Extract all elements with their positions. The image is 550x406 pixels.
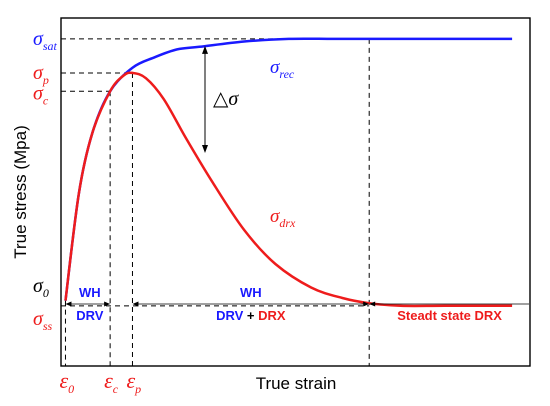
x-symbol-c-sub: c	[113, 382, 119, 396]
region3-label: Steadt state DRX	[397, 308, 502, 323]
region3-arrow-head-left	[369, 301, 376, 307]
delta-sigma-label: △σ	[213, 88, 239, 110]
y-symbol-c: σc	[33, 82, 49, 107]
x-axis-symbols: ε0 εc εp	[59, 368, 141, 396]
region1-label-drv: DRV	[76, 308, 104, 323]
region2-label-drv-drx: DRV + DRX	[216, 308, 286, 323]
y-symbol-ss: σss	[33, 308, 53, 333]
curve-label-rec: σrec	[270, 57, 295, 81]
y-symbol-c-sub: c	[43, 93, 49, 107]
y-symbol-0-sym: σ	[33, 275, 44, 297]
region1-arrow-head-right	[104, 301, 111, 307]
y-symbol-c-sym: σ	[33, 82, 44, 104]
region2-label-wh: WH	[240, 285, 262, 300]
y-symbol-ss-sub: ss	[43, 319, 53, 333]
y-symbol-p-sub: p	[42, 73, 49, 87]
x-symbol-p-sym: ε	[126, 368, 135, 393]
curve-label-rec-sub: rec	[279, 67, 295, 81]
delta-arrow-head-top	[202, 45, 208, 54]
y-axis-title: True stress (Mpa)	[11, 125, 30, 259]
y-symbol-sat: σsat	[33, 28, 58, 53]
plot-frame	[60, 17, 531, 367]
curve-label-rec-sym: σ	[270, 57, 280, 78]
curve-label-drx-sym: σ	[270, 206, 280, 227]
y-symbol-ss-sym: σ	[33, 308, 44, 330]
x-symbol-0-sub: 0	[68, 382, 74, 396]
y-symbol-p-sym: σ	[33, 62, 44, 84]
delta-arrow-head-bottom	[202, 145, 208, 153]
y-symbol-p: σp	[33, 62, 49, 87]
region-arrows	[65, 301, 529, 307]
x-symbol-0: ε0	[59, 368, 74, 396]
x-symbol-c-sym: ε	[104, 368, 113, 393]
curve-label-drx: σdrx	[270, 206, 296, 230]
region2-label-drv: DRV	[216, 308, 244, 323]
y-symbol-0-sub: 0	[43, 286, 49, 300]
x-symbol-p: εp	[126, 368, 141, 396]
region2-arrow-head-right	[363, 301, 370, 307]
x-symbol-p-sub: p	[134, 382, 141, 396]
region2-arrow-head-left	[132, 301, 139, 307]
region2-label-drx: DRX	[258, 308, 286, 323]
x-symbol-0-sym: ε	[59, 368, 68, 393]
y-symbol-sat-sym: σ	[33, 28, 44, 50]
y-symbol-sat-sub: sat	[43, 39, 58, 53]
delta-sigma-arrow	[202, 45, 208, 153]
x-axis-title: True strain	[256, 374, 337, 393]
curve-label-drx-sub: drx	[279, 216, 296, 230]
region2-label-plus: +	[243, 308, 258, 323]
region1-arrow-head-left	[65, 301, 72, 307]
region1-label-wh: WH	[79, 285, 101, 300]
y-symbol-0: σ0	[33, 275, 49, 300]
x-symbol-c: εc	[104, 368, 119, 396]
